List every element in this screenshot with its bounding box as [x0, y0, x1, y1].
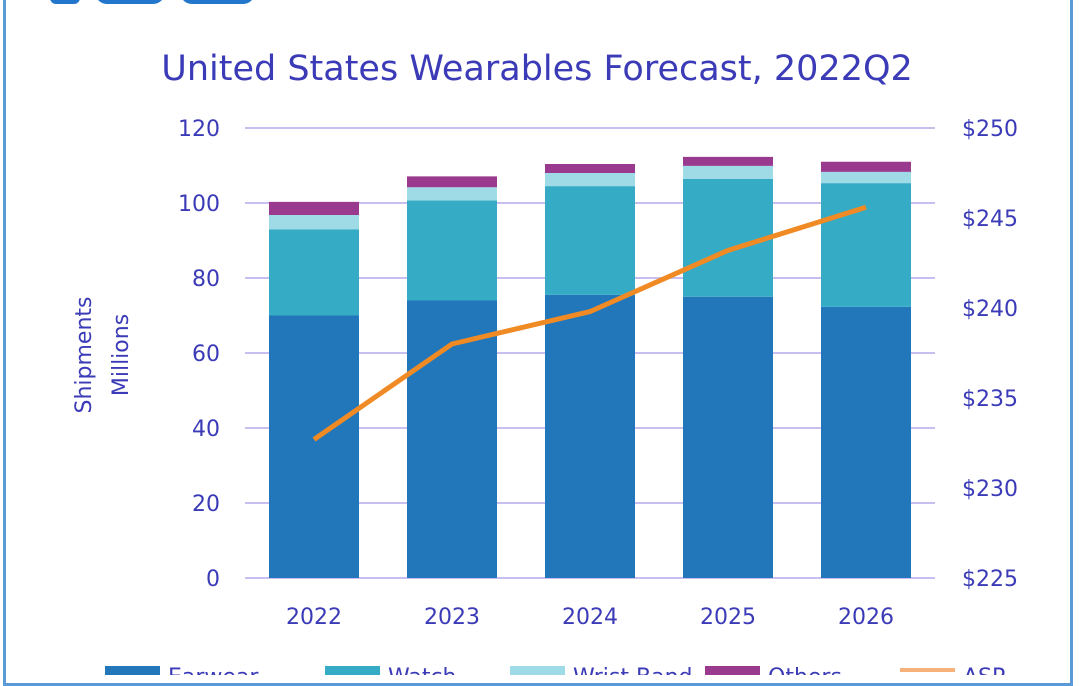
y2-tick-label: $225 — [962, 567, 1018, 592]
legend-label: ASP — [963, 665, 1005, 675]
x-tick-label: 2026 — [838, 605, 894, 630]
legend-item: Earwear — [105, 665, 259, 675]
legend-swatch — [510, 666, 565, 675]
bar-wrist-band — [821, 172, 911, 183]
y-tick-label: 80 — [192, 267, 220, 292]
legend-item: Others — [705, 665, 842, 675]
legend-label: Others — [768, 665, 842, 675]
y-tick-label: 20 — [192, 492, 220, 517]
bar-others — [407, 176, 497, 187]
legend-swatch — [705, 666, 760, 675]
y-tick-label: 120 — [178, 117, 220, 142]
bar-earwear — [269, 316, 359, 579]
idc-logo — [50, 0, 255, 4]
y-tick-label: 100 — [178, 192, 220, 217]
legend-label: Watch — [388, 665, 457, 675]
bar-watch — [545, 186, 635, 295]
legend-swatch — [325, 666, 380, 675]
bar-others — [545, 164, 635, 173]
y-axis-label-2: Millions — [109, 314, 134, 396]
bar-watch — [407, 200, 497, 300]
legend-swatch — [105, 666, 160, 675]
legend-item: ASP — [900, 665, 1005, 675]
bar-others — [821, 162, 911, 172]
bar-watch — [269, 229, 359, 315]
bar-wrist-band — [683, 166, 773, 179]
y-tick-label: 40 — [192, 417, 220, 442]
bar-wrist-band — [269, 215, 359, 229]
y2-tick-label: $240 — [962, 297, 1018, 322]
bar-others — [683, 157, 773, 166]
bar-watch — [683, 179, 773, 297]
bar-others — [269, 202, 359, 215]
x-tick-label: 2022 — [286, 605, 342, 630]
y-tick-label: 0 — [206, 567, 220, 592]
x-tick-label: 2025 — [700, 605, 756, 630]
bar-watch — [821, 183, 911, 307]
y2-tick-label: $230 — [962, 477, 1018, 502]
bar-wrist-band — [545, 173, 635, 186]
y2-tick-label: $245 — [962, 207, 1018, 232]
bar-earwear — [683, 297, 773, 578]
legend-item: Watch — [325, 665, 457, 675]
y-axis-label-1: Shipments — [72, 297, 97, 414]
legend-label: Earwear — [168, 665, 259, 675]
x-tick-label: 2024 — [562, 605, 618, 630]
legend-label: Wrist Band — [573, 665, 693, 675]
y-tick-label: 60 — [192, 342, 220, 367]
bar-earwear — [545, 295, 635, 578]
bar-earwear — [821, 307, 911, 578]
x-tick-label: 2023 — [424, 605, 480, 630]
y2-tick-label: $235 — [962, 387, 1018, 412]
bar-wrist-band — [407, 187, 497, 200]
y2-tick-label: $250 — [962, 117, 1018, 142]
legend-item: Wrist Band — [510, 665, 693, 675]
chart-title: United States Wearables Forecast, 2022Q2 — [161, 49, 913, 89]
